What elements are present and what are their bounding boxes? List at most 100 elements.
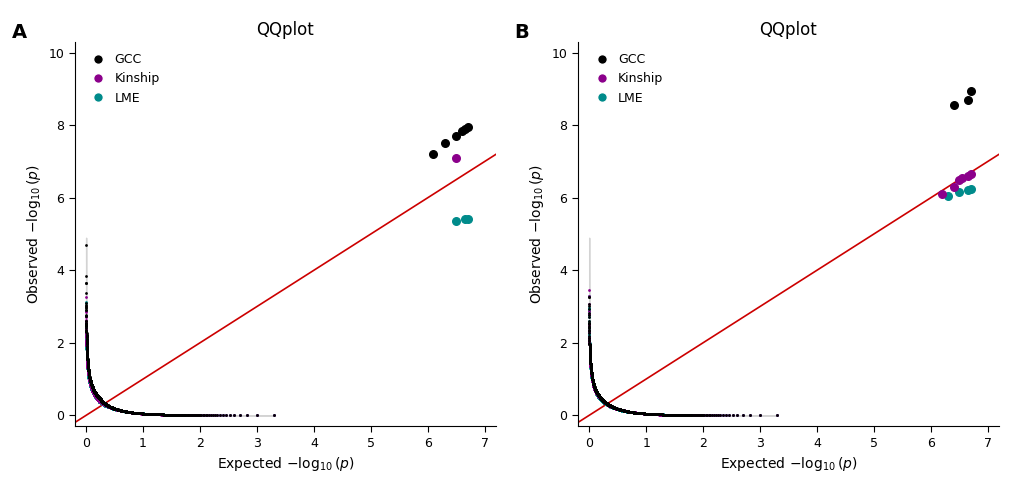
- Point: [588, 388, 604, 396]
- Point: [126, 409, 143, 417]
- Point: [584, 377, 600, 385]
- Point: [108, 405, 124, 413]
- Point: [123, 409, 140, 416]
- Point: [98, 401, 114, 409]
- Point: [117, 408, 133, 415]
- Point: [584, 379, 600, 387]
- Point: [589, 390, 605, 398]
- Point: [624, 408, 640, 416]
- Point: [160, 411, 176, 418]
- Point: [95, 400, 111, 408]
- Point: [590, 392, 606, 400]
- Point: [149, 411, 165, 418]
- Point: [95, 399, 111, 407]
- Point: [649, 411, 665, 418]
- Point: [98, 401, 114, 409]
- Point: [88, 392, 104, 400]
- Point: [589, 391, 605, 399]
- Point: [590, 392, 606, 400]
- Point: [630, 409, 646, 417]
- Point: [165, 411, 181, 419]
- Point: [584, 375, 600, 383]
- Point: [621, 408, 637, 416]
- Point: [603, 403, 620, 411]
- Point: [87, 391, 103, 399]
- Point: [585, 383, 601, 391]
- Point: [586, 384, 602, 392]
- Point: [84, 385, 100, 393]
- Point: [98, 401, 114, 409]
- Point: [84, 380, 100, 388]
- Point: [107, 405, 123, 413]
- Point: [586, 384, 602, 392]
- Point: [609, 405, 626, 413]
- Point: [635, 410, 651, 417]
- Point: [92, 398, 108, 406]
- Point: [170, 411, 186, 419]
- Point: [587, 387, 603, 395]
- Point: [85, 384, 101, 392]
- Point: [583, 369, 599, 377]
- Point: [79, 361, 96, 369]
- Point: [112, 407, 128, 414]
- Point: [82, 376, 98, 384]
- Point: [266, 412, 282, 419]
- Point: [85, 388, 101, 396]
- Point: [588, 389, 604, 397]
- Point: [596, 399, 612, 407]
- Point: [607, 405, 624, 412]
- Point: [593, 396, 609, 404]
- Point: [96, 401, 112, 409]
- Point: [590, 394, 606, 402]
- Point: [129, 409, 146, 417]
- Point: [584, 377, 600, 385]
- Point: [102, 404, 118, 412]
- Point: [150, 411, 166, 418]
- Point: [633, 410, 649, 417]
- Point: [582, 365, 598, 372]
- Point: [147, 410, 163, 418]
- Point: [611, 406, 628, 413]
- Point: [92, 395, 108, 403]
- Point: [612, 406, 629, 414]
- Point: [92, 395, 108, 403]
- Point: [587, 387, 603, 395]
- Point: [84, 386, 100, 394]
- Point: [100, 402, 116, 410]
- Point: [122, 409, 139, 416]
- Point: [96, 401, 112, 409]
- Point: [90, 396, 106, 404]
- Point: [592, 394, 608, 402]
- Point: [147, 411, 163, 418]
- Point: [588, 391, 604, 399]
- Point: [104, 404, 120, 412]
- Point: [585, 380, 601, 388]
- Point: [82, 375, 98, 383]
- Point: [601, 402, 618, 410]
- Point: [582, 357, 598, 365]
- Point: [83, 382, 99, 390]
- Point: [154, 411, 170, 418]
- Point: [81, 376, 97, 384]
- Point: [591, 394, 607, 402]
- Point: [82, 379, 98, 387]
- Point: [717, 412, 734, 419]
- Point: [93, 396, 109, 404]
- Point: [79, 368, 96, 375]
- Point: [86, 386, 102, 394]
- Point: [601, 402, 618, 410]
- Point: [78, 359, 95, 367]
- Point: [673, 411, 689, 419]
- Point: [587, 387, 603, 395]
- Point: [209, 412, 225, 419]
- Point: [640, 410, 656, 418]
- Point: [136, 410, 152, 417]
- Point: [582, 366, 598, 373]
- Point: [613, 406, 630, 414]
- Point: [89, 394, 105, 402]
- Point: [589, 391, 605, 399]
- Point: [627, 409, 643, 417]
- Point: [88, 393, 104, 401]
- Point: [83, 377, 99, 385]
- Point: [84, 381, 100, 389]
